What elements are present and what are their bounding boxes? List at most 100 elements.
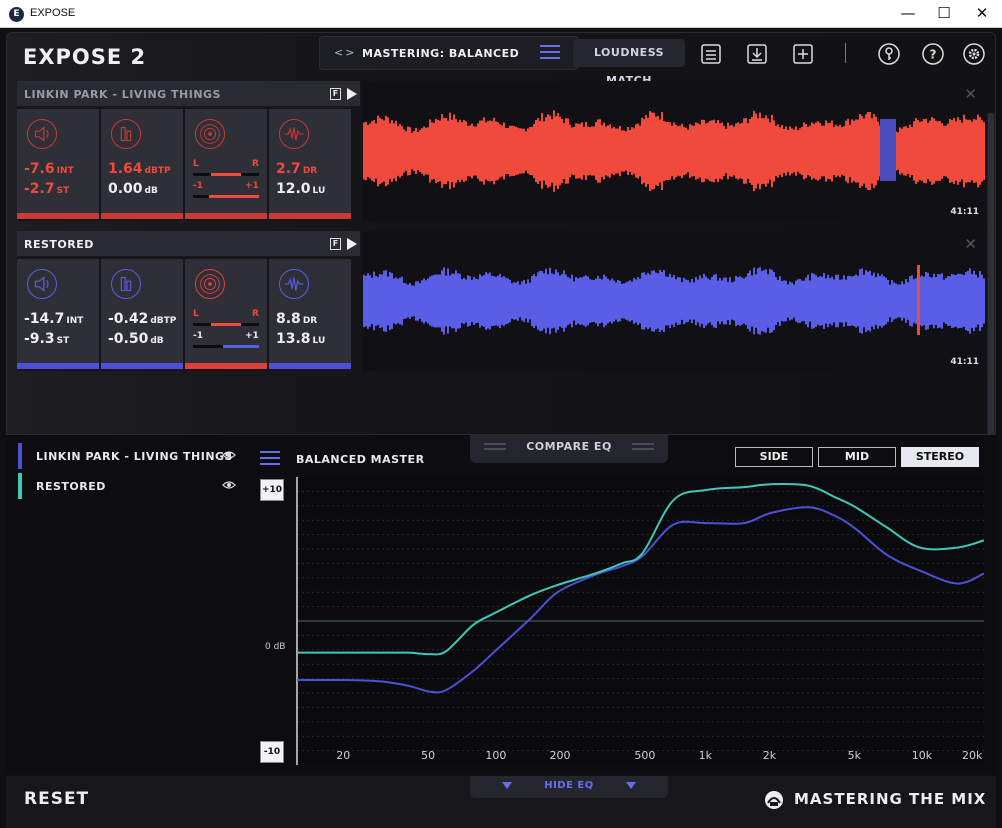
legend-swatch [18,443,22,469]
preset-nav-arrows[interactable]: <> [334,46,357,59]
sample-peak: -0.50 [108,331,149,347]
meter-status-bar [269,363,351,369]
tracks-scrollbar[interactable] [987,113,995,453]
plus-label: +1 [245,331,259,341]
speaker-icon [27,269,57,299]
freq-tick-label: 10k [911,749,933,762]
balanced-master-menu-icon[interactable] [260,451,280,467]
scale-top-button[interactable]: +10 [260,479,284,501]
waveform[interactable] [362,81,985,221]
hide-eq-button[interactable]: HIDE EQ [470,776,668,798]
dr-unit: DR [302,166,318,176]
legend-label: LINKIN PARK - LIVING THINGS [36,450,233,463]
lu-unit: LU [312,336,326,346]
grip-icon [484,443,506,450]
stereo-meter[interactable]: L R -1 +1 [185,109,267,219]
freq-tick-label: 1k [698,749,712,762]
db-unit: dB [150,336,164,346]
loudness-range: 13.8 [276,331,311,347]
eye-icon[interactable] [222,448,236,462]
close-icon[interactable]: ✕ [964,235,977,253]
waveform-path [363,110,985,192]
settings-icon[interactable] [962,42,986,66]
peak-meter[interactable]: -0.42 dBTP -0.50 dB [101,259,183,369]
freq-tick-label: 100 [485,749,507,762]
meter-status-bar [17,213,99,219]
left-label: L [193,159,199,169]
waveform-icon [279,269,309,299]
meter-status-bar [101,213,183,219]
dynamic-range: 8.8 [276,311,301,327]
mode-mid-button[interactable]: MID [818,447,896,467]
freq-tick-label: 5k [847,749,861,762]
add-icon[interactable] [791,42,815,66]
footer-bar: RESET HIDE EQ MASTERING THE MIX [6,776,996,828]
notes-icon[interactable] [699,42,723,66]
preset-menu-icon[interactable] [540,45,560,61]
preset-selector[interactable]: <> MASTERING: BALANCED [319,36,579,70]
minus-label: -1 [193,181,203,191]
sample-peak: 0.00 [108,181,143,197]
freq-tick-label: 20 [336,749,351,762]
freq-tick-label: 20k [962,749,983,762]
dbtp-unit: dBTP [150,316,177,326]
playhead-marker [880,119,896,181]
stereo-meter[interactable]: L R -1 +1 [185,259,267,369]
loudness-meter[interactable]: -7.6 INT -2.7 ST [17,109,99,219]
int-unit: INT [56,166,74,176]
compare-eq-tab[interactable]: COMPARE EQ [470,435,668,463]
minimize-button[interactable]: — [900,4,916,22]
eq-chart[interactable] [6,435,996,775]
peak-meter[interactable]: 1.64 dBTP 0.00 dB [101,109,183,219]
track-original[interactable]: LINKIN PARK - LIVING THINGS F -7.6 INT -2… [17,81,985,221]
loudness-match-button[interactable]: LOUDNESS MATCH [573,39,685,87]
loudness-meter[interactable]: -14.7 INT -9.3 ST [17,259,99,369]
eye-icon[interactable] [222,478,236,492]
dynamics-meter[interactable]: 8.8 DR 13.8 LU [269,259,351,369]
freq-tick-label: 200 [549,749,571,762]
mode-stereo-button[interactable]: STEREO [901,447,979,467]
dynamics-meter[interactable]: 2.7 DR 12.0 LU [269,109,351,219]
mode-side-button[interactable]: SIDE [735,447,813,467]
track-name[interactable]: LINKIN PARK - LIVING THINGS [24,88,221,101]
close-icon[interactable]: ✕ [964,85,977,103]
help-icon[interactable]: ? [921,42,945,66]
track-header: LINKIN PARK - LIVING THINGS F [17,81,360,106]
true-peak: 1.64 [108,161,143,177]
waveform-display[interactable]: ✕ 41:11 [362,81,985,221]
scrollbar-thumb[interactable] [988,113,994,443]
compare-eq-label: COMPARE EQ [526,440,612,453]
balanced-master-label: BALANCED MASTER [296,453,425,466]
peak-bars-icon [111,119,141,149]
file-icon[interactable]: F [330,238,341,250]
scale-bottom-button[interactable]: -10 [260,741,284,763]
play-icon[interactable] [347,88,357,100]
play-icon[interactable] [347,238,357,250]
integrated-loudness: -14.7 [24,311,65,327]
svg-text:?: ? [930,48,937,62]
reset-button[interactable]: RESET [24,789,90,809]
track-restored[interactable]: RESTORED F -14.7 INT -9.3 ST [17,231,985,371]
file-icon[interactable]: F [330,88,341,100]
freq-tick-label: 500 [634,749,656,762]
legend-label: RESTORED [36,480,106,493]
maximize-button[interactable]: ☐ [937,4,951,22]
waveform-display[interactable]: ✕ 41:11 [362,231,985,371]
right-label: R [252,159,259,169]
meter-status-bar [185,363,267,369]
stereo-field-icon [195,269,225,299]
key-icon[interactable] [877,42,901,66]
waveform-icon [279,119,309,149]
track-name[interactable]: RESTORED [24,238,94,251]
meter-status-bar [185,213,267,219]
waveform[interactable] [362,231,985,371]
stereo-width-meter [193,323,259,326]
grip-icon [632,443,654,450]
export-icon[interactable] [745,42,769,66]
stereo-width-meter [193,173,259,176]
window-title: EXPOSE [30,7,76,19]
true-peak: -0.42 [108,311,149,327]
close-window-button[interactable]: ✕ [975,4,989,22]
freq-tick-label: 50 [421,749,436,762]
